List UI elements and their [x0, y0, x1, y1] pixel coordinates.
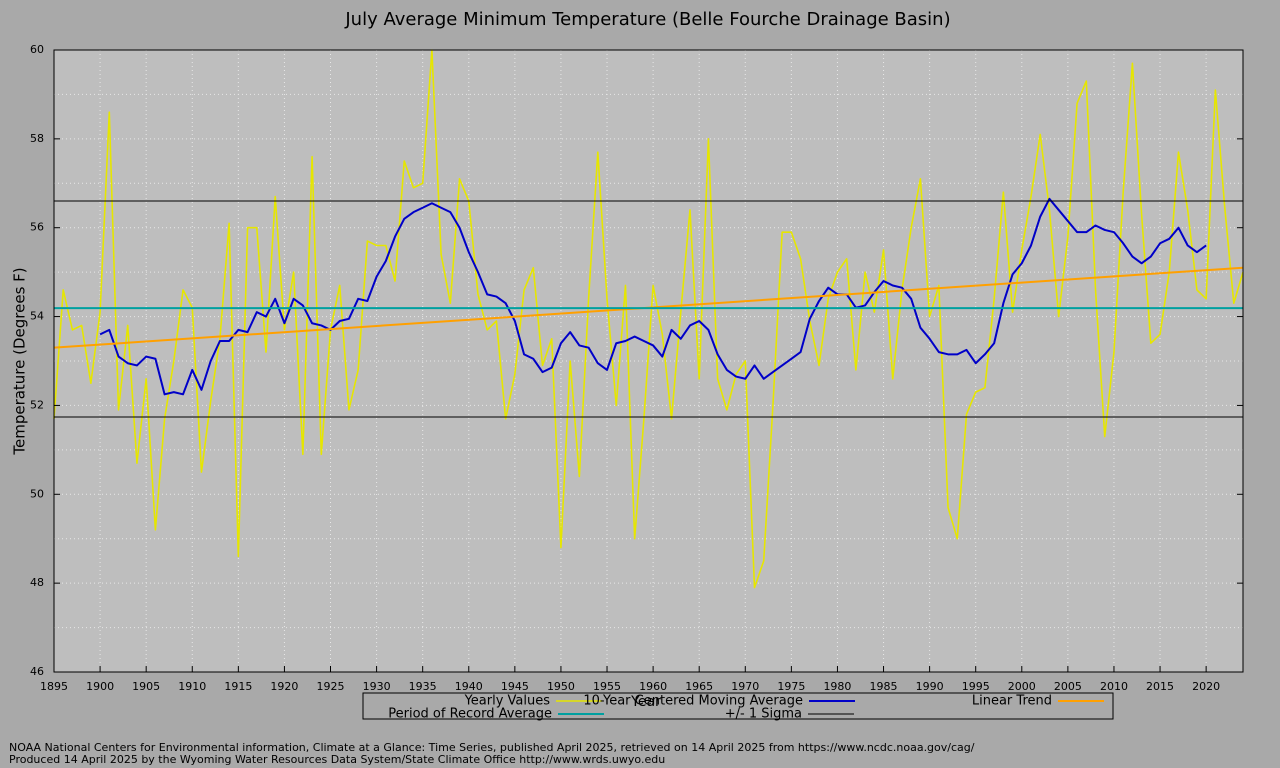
y-tick-label: 48 — [30, 576, 44, 589]
y-tick-label: 50 — [30, 487, 44, 500]
x-tick-label: 1945 — [501, 680, 529, 693]
x-tick-label: 1925 — [317, 680, 345, 693]
x-tick-label: 1970 — [731, 680, 759, 693]
x-tick-label: 1965 — [685, 680, 713, 693]
y-axis-label: Temperature (Degrees F) — [11, 267, 29, 455]
x-tick-label: 1930 — [363, 680, 391, 693]
axes: 46 48 50 52 54 56 58 60 1895 1900 1905 1910 1915 1920… — [30, 43, 1243, 693]
x-tick-label: 1915 — [224, 680, 252, 693]
x-tick-label: 2020 — [1192, 680, 1220, 693]
x-axis-label: Year — [630, 694, 661, 710]
legend-label: +/- 1 Sigma — [725, 707, 802, 722]
x-tick-label: 1905 — [132, 680, 160, 693]
legend-box — [362, 692, 1114, 720]
x-tick-label: 1980 — [823, 680, 851, 693]
y-tick-label: 54 — [30, 310, 44, 323]
x-tick-label: 1900 — [86, 680, 114, 693]
x-tick-label: 2010 — [1100, 680, 1128, 693]
x-tick-label: 1985 — [870, 680, 898, 693]
x-tick-label: 1935 — [409, 680, 437, 693]
x-tick-label: 1920 — [270, 680, 298, 693]
series-line — [53, 49, 1244, 589]
x-tick-label: 1975 — [777, 680, 805, 693]
marks — [53, 49, 1244, 589]
x-tick-label: 1995 — [962, 680, 990, 693]
y-tick-label: 52 — [30, 398, 44, 411]
y-tick-label: 58 — [30, 132, 44, 145]
y-tick-label: 56 — [30, 221, 44, 234]
series-line — [99, 197, 1207, 396]
legend-label: Period of Record Average — [388, 707, 552, 722]
legend: Yearly Values 10-Year Centered Moving Ave… — [388, 694, 1104, 722]
x-tick-label: 1910 — [178, 680, 206, 693]
plot-border — [53, 49, 1244, 673]
x-tick-label: 1960 — [639, 680, 667, 693]
chart-title: July Average Minimum Temperature (Belle … — [344, 9, 950, 30]
x-tick-label: 2005 — [1054, 680, 1082, 693]
y-tick-label: 46 — [30, 665, 44, 678]
y-tick-label: 60 — [30, 43, 44, 56]
x-tick-label: 2000 — [1008, 680, 1036, 693]
x-tick-label: 1895 — [40, 680, 68, 693]
legend-label: Yearly Values — [464, 694, 551, 709]
x-tick-label: 1990 — [916, 680, 944, 693]
x-tick-label: 1955 — [593, 680, 621, 693]
footer-line: Produced 14 April 2025 by the Wyoming Wa… — [9, 753, 665, 766]
x-tick-label: 2015 — [1146, 680, 1174, 693]
footer-line: NOAA National Centers for Environmental … — [9, 741, 975, 754]
x-tick-label: 1940 — [455, 680, 483, 693]
legend-label: 10-Year Centered Moving Average — [583, 694, 803, 709]
legend-label: Linear Trend — [972, 694, 1052, 709]
x-tick-label: 1950 — [547, 680, 575, 693]
